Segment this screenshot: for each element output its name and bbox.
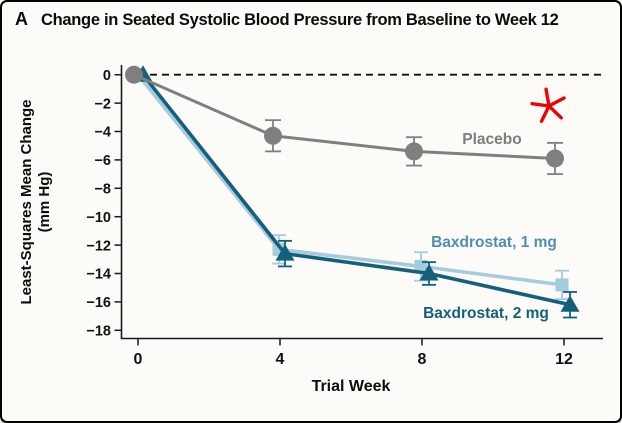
series-baxdrostat-2-mg: Baxdrostat, 2 mg [133, 65, 580, 322]
placebo-marker [264, 126, 282, 145]
y-tick-label: −12 [86, 238, 111, 254]
y-tick-label: −18 [86, 324, 111, 340]
series-placebo: Placebo [125, 65, 564, 176]
x-tick-label: 12 [555, 351, 573, 368]
placebo-label: Placebo [462, 131, 521, 148]
x-tick-label: 0 [134, 351, 143, 368]
y-tick-label: −16 [86, 295, 111, 311]
y-tick-label: −10 [86, 210, 111, 226]
y-tick-label: 0 [103, 68, 111, 84]
baxdrostat-2-mg-marker [275, 244, 295, 261]
baxdrostat-2-mg-marker [560, 295, 580, 312]
placebo-line [133, 73, 556, 160]
x-tick-label: 8 [418, 351, 427, 368]
baxdrostat-1-mg-label: Baxdrostat, 1 mg [431, 234, 557, 251]
x-axis-label: Trial Week [312, 378, 391, 395]
y-tick-label: −14 [86, 267, 111, 283]
y-axis-label: Least-Squares Mean Change (mm Hg) [18, 99, 53, 304]
placebo-marker [546, 149, 564, 168]
baxdrostat-1-mg-marker [414, 259, 428, 273]
y-tick-label: −2 [94, 96, 111, 112]
y-tick-label: −4 [94, 125, 111, 141]
baxdrostat-1-mg-line [136, 73, 563, 287]
y-tick-label: −6 [94, 153, 111, 169]
placebo-marker [125, 65, 143, 84]
placebo-marker [405, 142, 423, 161]
figure-header: A Change in Seated Systolic Blood Pressu… [15, 9, 559, 30]
svg-text:(mm Hg): (mm Hg) [36, 172, 53, 233]
baxdrostat-2-mg-label: Baxdrostat, 2 mg [423, 305, 549, 322]
baxdrostat-2-mg-marker [419, 264, 439, 281]
panel-label: A [15, 9, 28, 29]
svg-text:Least-Squares Mean Change: Least-Squares Mean Change [18, 99, 35, 304]
figure-title: Change in Seated Systolic Blood Pressure… [41, 11, 559, 29]
red-star-annotation-icon [530, 87, 566, 123]
x-tick-label: 4 [276, 351, 285, 368]
baxdrostat-2-mg-line [141, 73, 571, 307]
y-tick-label: −8 [94, 182, 111, 198]
baxdrostat-1-mg-marker [555, 278, 569, 292]
